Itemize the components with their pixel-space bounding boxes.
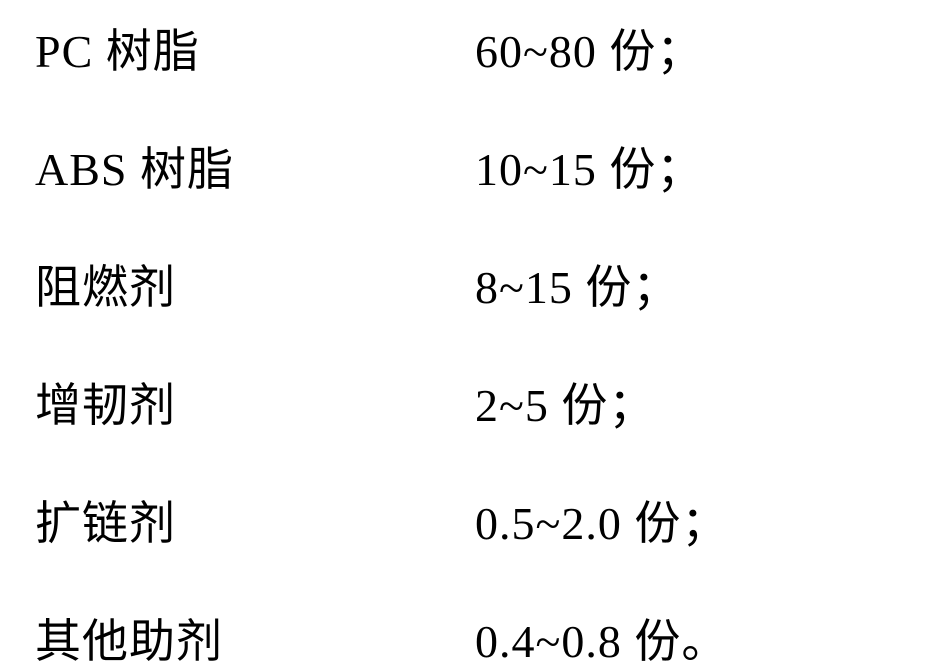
ingredient-value: 10~15 份； — [475, 133, 703, 199]
table-row: PC 树脂 60~80 份； — [35, 15, 891, 81]
table-row: 其他助剂 0.4~0.8 份。 — [35, 605, 891, 671]
table-row: 增韧剂 2~5 份； — [35, 369, 891, 435]
ingredient-value: 2~5 份； — [475, 369, 655, 435]
table-row: ABS 树脂 10~15 份； — [35, 133, 891, 199]
composition-table: PC 树脂 60~80 份； ABS 树脂 10~15 份； 阻燃剂 8~15 … — [35, 15, 891, 671]
ingredient-value: 8~15 份； — [475, 251, 679, 317]
ingredient-label: ABS 树脂 — [35, 133, 475, 199]
ingredient-value: 0.4~0.8 份。 — [475, 605, 728, 671]
table-row: 扩链剂 0.5~2.0 份； — [35, 487, 891, 553]
ingredient-label: 其他助剂 — [35, 605, 475, 671]
ingredient-label: PC 树脂 — [35, 15, 475, 81]
ingredient-label: 扩链剂 — [35, 487, 475, 553]
ingredient-value: 60~80 份； — [475, 15, 703, 81]
ingredient-label: 阻燃剂 — [35, 251, 475, 317]
table-row: 阻燃剂 8~15 份； — [35, 251, 891, 317]
ingredient-value: 0.5~2.0 份； — [475, 487, 728, 553]
ingredient-label: 增韧剂 — [35, 369, 475, 435]
